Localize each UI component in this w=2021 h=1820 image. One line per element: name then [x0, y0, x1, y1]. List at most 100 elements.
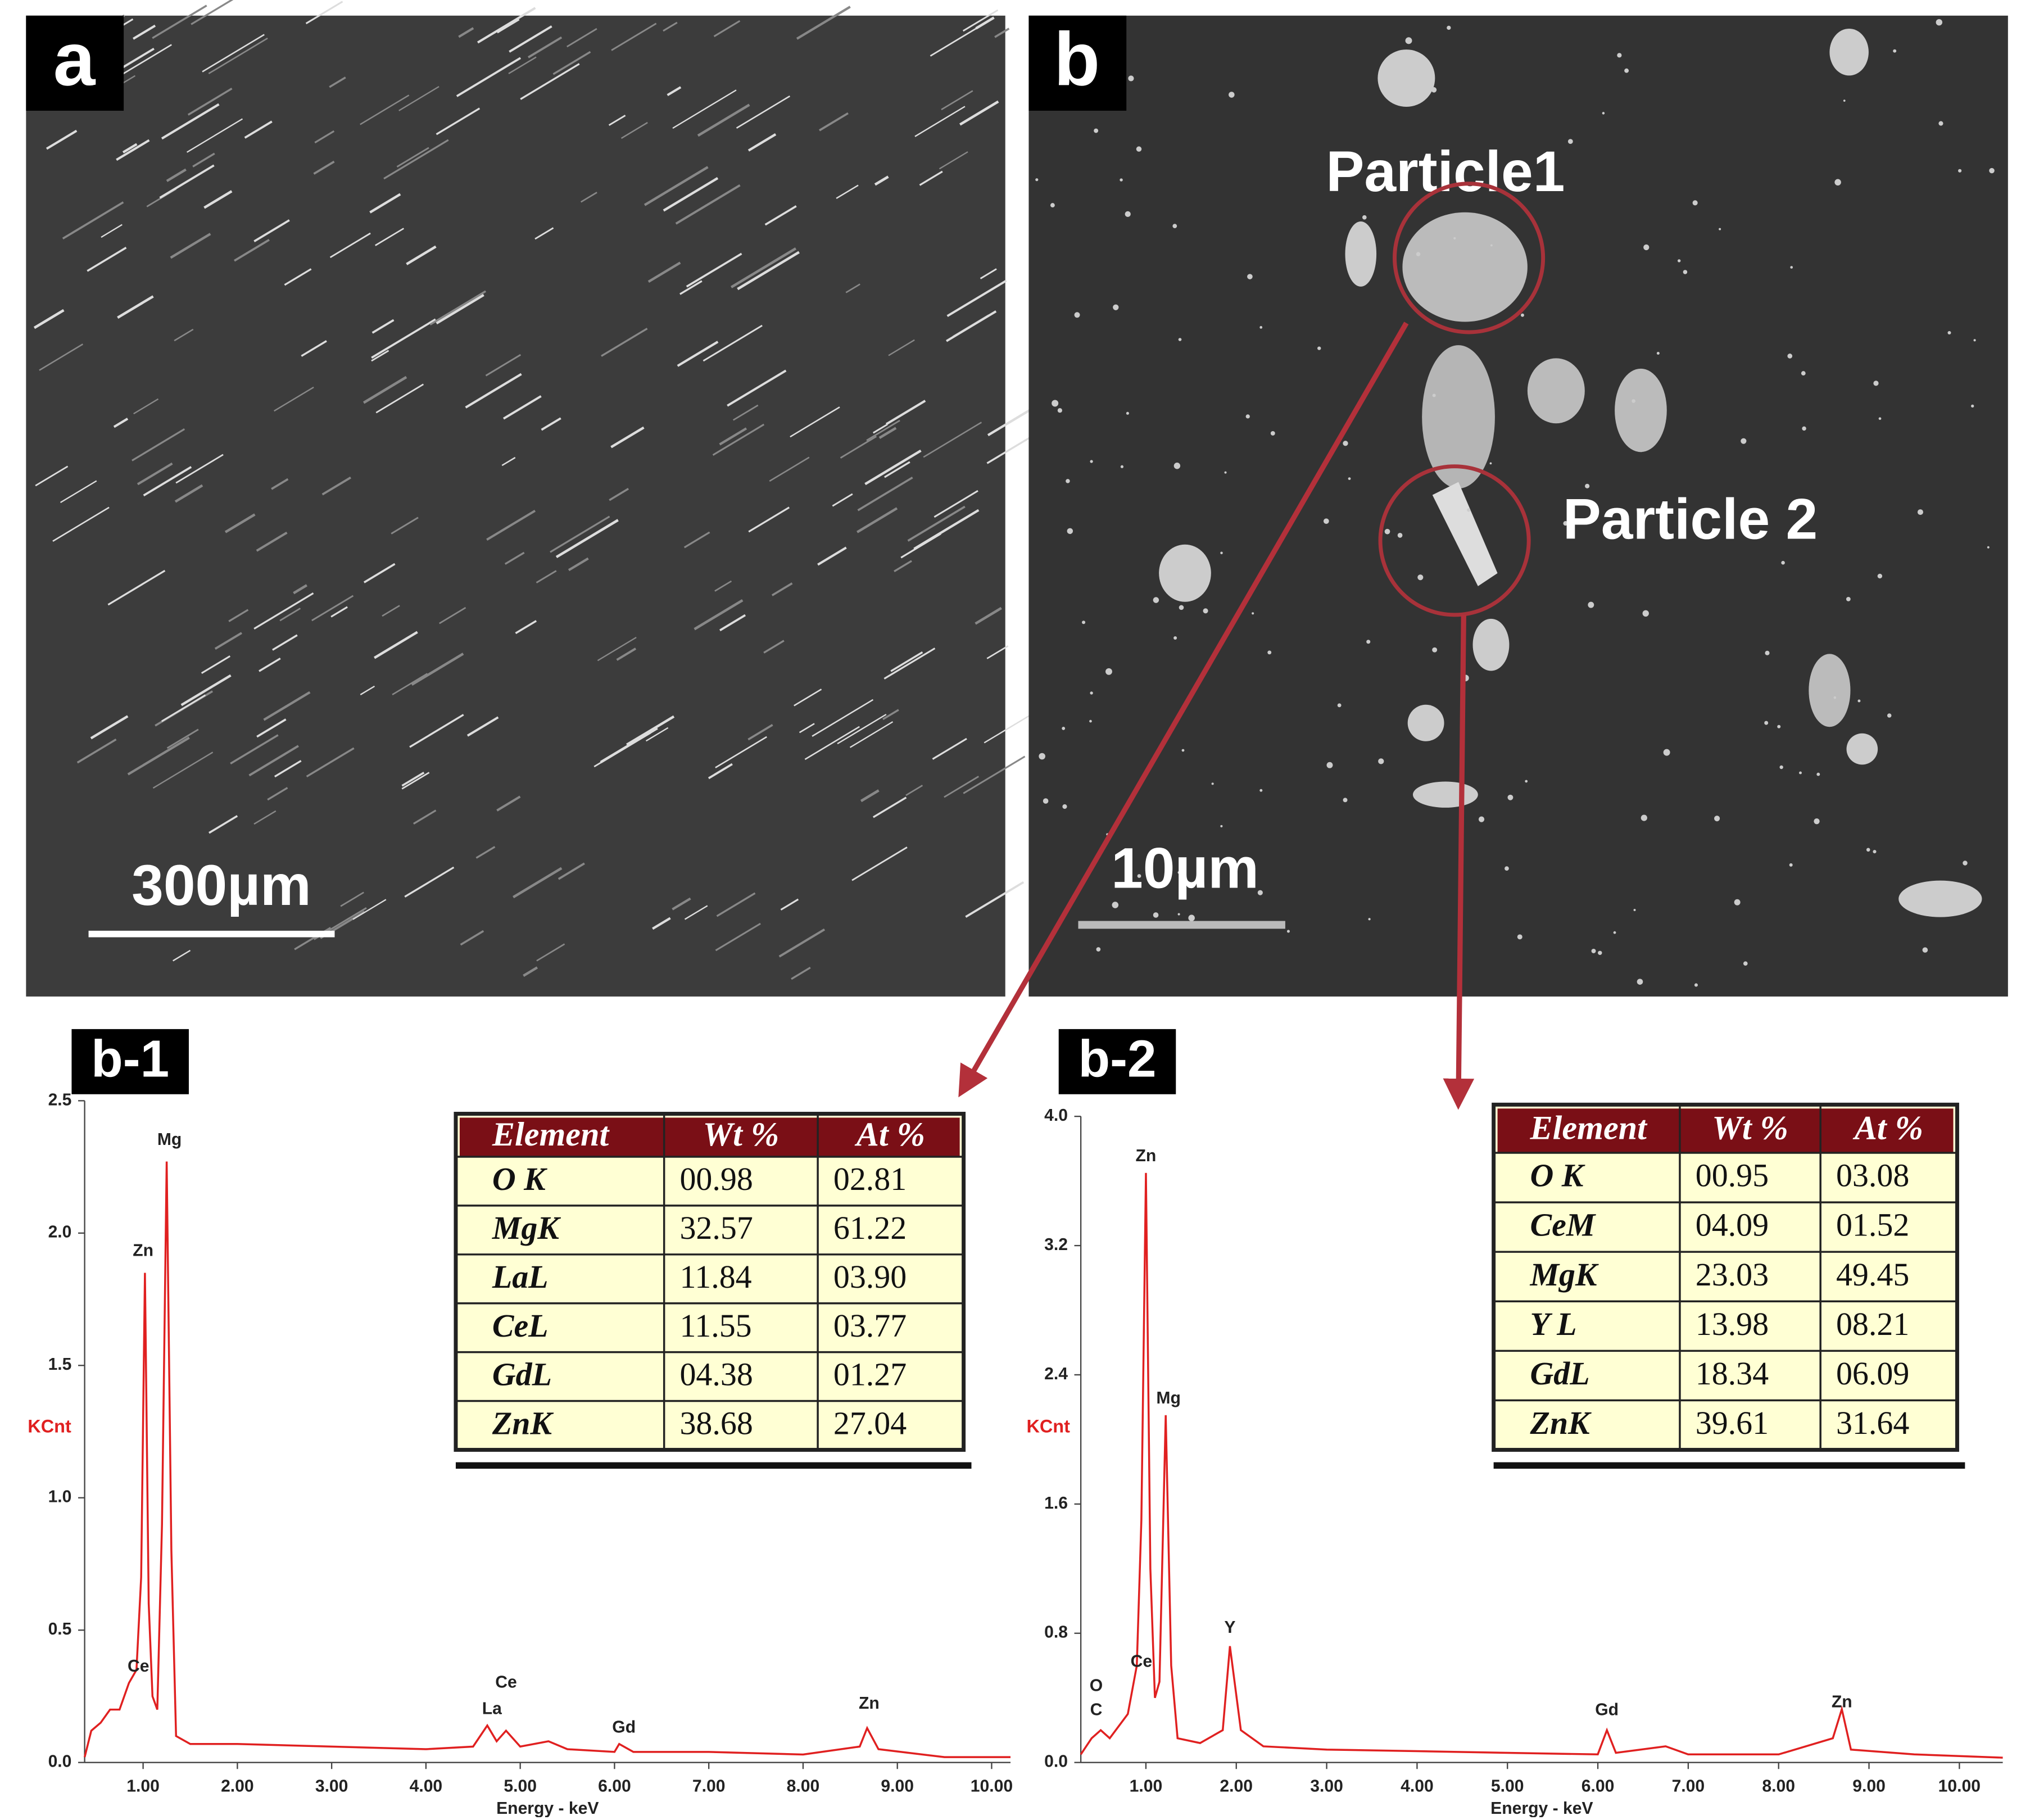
streak [555, 519, 619, 559]
speck [1343, 798, 1348, 803]
table-cell: 39.61 [1696, 1405, 1769, 1441]
streak [466, 716, 499, 737]
streak [568, 557, 589, 572]
streak [864, 449, 922, 486]
streak [475, 846, 496, 859]
streak [647, 261, 681, 283]
streak [313, 160, 335, 175]
x-tick-label: 2.00 [1220, 1777, 1253, 1796]
streak [520, 63, 580, 100]
speck [1337, 703, 1342, 708]
streak [845, 283, 860, 293]
streak [272, 634, 298, 651]
speck [1125, 211, 1131, 218]
table-header-cell: Wt % [703, 1116, 780, 1153]
speck [1633, 908, 1636, 911]
speck [1781, 560, 1785, 565]
streak [857, 477, 913, 511]
speck [1525, 780, 1528, 783]
streak [362, 375, 407, 404]
speck [1203, 608, 1208, 614]
speck [1873, 850, 1877, 854]
table-cell: 06.09 [1836, 1355, 1909, 1392]
streak [274, 760, 302, 778]
speck [1052, 400, 1059, 407]
streak [804, 726, 860, 760]
streak [663, 177, 719, 212]
table-header-cell: At % [854, 1116, 925, 1153]
table-cell: CeL [492, 1307, 549, 1344]
streak [371, 319, 395, 334]
streak [209, 815, 238, 834]
streak [980, 268, 997, 279]
speck [1816, 772, 1820, 776]
streak [76, 738, 117, 764]
streak [244, 120, 273, 139]
streak [713, 20, 741, 38]
y-tick-label: 2.4 [1044, 1365, 1068, 1383]
streak [812, 699, 874, 737]
peak-label: Zn [1832, 1692, 1852, 1711]
speck [1971, 404, 1974, 408]
streak [791, 967, 811, 980]
streak [719, 614, 746, 632]
table-cell: 03.90 [833, 1258, 907, 1295]
table-cell: 01.27 [833, 1356, 907, 1393]
streak [672, 897, 691, 911]
speck [1799, 771, 1802, 775]
sem-image-a [26, 15, 1005, 997]
streak [747, 133, 777, 152]
streak [527, 36, 563, 58]
speck [1641, 814, 1647, 821]
speck [1866, 848, 1870, 852]
streak [174, 328, 194, 342]
table-cell: 13.98 [1696, 1306, 1769, 1342]
streak [192, 152, 215, 167]
streak [175, 454, 224, 484]
streak [306, 747, 355, 778]
streak [413, 809, 437, 825]
speck [1247, 274, 1253, 279]
streak [515, 620, 537, 635]
x-tick-label: 4.00 [1401, 1777, 1434, 1796]
streak [107, 569, 166, 606]
speck [1211, 782, 1214, 785]
speck [1617, 53, 1622, 58]
streak [502, 395, 542, 420]
streak [436, 107, 481, 135]
speck [1153, 597, 1159, 603]
streak [872, 796, 907, 818]
streak [975, 606, 1002, 625]
peak-label: Y [1224, 1618, 1235, 1637]
streak [133, 398, 159, 415]
table-cell: MgK [492, 1210, 561, 1246]
streak [965, 881, 1025, 918]
streak [201, 655, 231, 674]
panel-label-box [1058, 1029, 1176, 1094]
table-cell: 27.04 [833, 1405, 907, 1442]
streak [715, 922, 761, 952]
panel-label-box [1028, 15, 1127, 111]
spectrum-line [83, 1161, 1011, 1758]
table-cell: 03.77 [833, 1307, 907, 1344]
streak [391, 517, 419, 535]
streak [616, 648, 637, 661]
speck [1833, 696, 1837, 699]
streak [256, 718, 287, 738]
streak [329, 232, 371, 259]
speck [1120, 178, 1123, 182]
streak [132, 428, 185, 461]
streak [186, 118, 243, 153]
particle-circle [1378, 464, 1531, 617]
streak [849, 721, 894, 748]
streak [375, 383, 424, 414]
speck [1405, 37, 1412, 44]
texture [33, 0, 1052, 980]
streak [253, 219, 290, 242]
x-tick-label: 8.00 [787, 1777, 820, 1796]
x-axis-label: Energy - keV [496, 1799, 599, 1817]
speck [1624, 68, 1629, 73]
streak [46, 129, 78, 150]
streak [360, 685, 375, 696]
